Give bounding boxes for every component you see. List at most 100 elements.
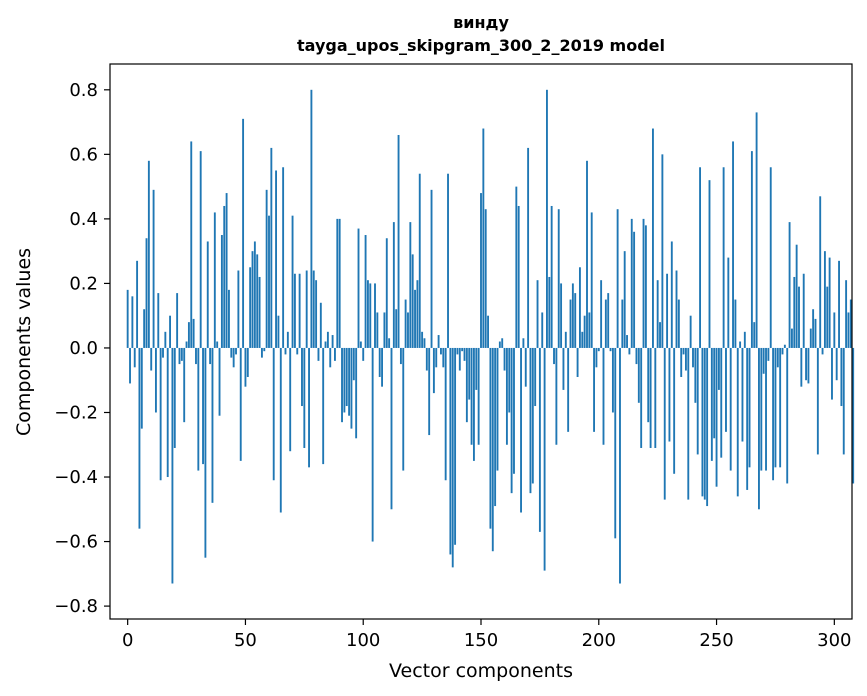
bar-5 [138,347,141,529]
bar-91 [341,347,343,423]
bar-78 [310,89,313,348]
bar-277 [779,347,782,468]
bar-50 [244,347,247,387]
bar-229 [666,273,669,348]
bar-53 [251,251,254,348]
bar-158 [498,341,501,348]
bar-176 [541,312,544,348]
bar-114 [395,309,398,348]
bar-252 [720,347,723,458]
bar-63 [275,170,277,348]
bar-131 [435,347,438,368]
bar-57 [260,347,263,358]
bar-56 [258,276,261,348]
bar-61 [270,147,273,348]
bar-152 [484,209,487,348]
bar-247 [708,180,711,348]
bar-164 [513,347,515,474]
bar-211 [623,251,626,348]
bar-138 [451,347,454,568]
bar-230 [668,347,671,442]
bar-85 [326,331,329,348]
bar-268 [758,347,760,510]
bar-83 [322,347,325,465]
bar-291 [812,309,815,348]
bar-94 [348,347,351,416]
y-tick-label: −0.2 [54,402,98,423]
bar-144 [465,347,468,423]
bar-296 [823,251,826,348]
bar-263 [746,347,749,490]
bar-297 [826,286,829,348]
bar-282 [790,328,793,348]
bar-191 [576,347,579,377]
bar-227 [661,154,664,348]
bar-174 [536,280,539,348]
x-tick-label: 100 [346,630,380,651]
bar-207 [614,347,617,539]
bar-145 [468,347,471,400]
bar-301 [835,347,838,381]
bar-304 [842,347,845,455]
bar-13 [157,293,160,348]
bar-142 [461,347,464,352]
bar-39 [218,347,221,416]
bar-25 [185,341,188,348]
bar-217 [637,347,640,403]
bar-20 [173,347,176,448]
bar-123 [416,280,419,348]
bar-84 [324,341,327,348]
bar-156 [494,347,497,507]
x-tick-label: 50 [234,630,257,651]
bar-113 [392,222,395,348]
x-tick-label: 150 [464,630,498,651]
bar-190 [574,293,577,348]
bar-257 [732,141,734,348]
bar-271 [765,347,767,471]
bar-30 [197,347,200,471]
bar-157 [496,347,499,471]
bar-200 [597,347,600,352]
bar-228 [663,347,666,500]
bar-222 [649,347,652,448]
bar-208 [616,209,619,348]
bar-260 [739,341,742,348]
bar-125 [421,331,424,348]
bar-155 [491,347,494,552]
bar-73 [298,273,301,348]
bar-89 [336,218,339,348]
bar-68 [286,331,289,348]
bar-109 [383,312,386,348]
bar-82 [319,302,322,348]
bar-77 [308,347,310,468]
bar-290 [809,328,812,348]
bar-81 [317,347,320,361]
bar-122 [414,289,416,348]
bar-4 [136,260,139,348]
bar-241 [694,347,697,403]
bar-160 [503,347,506,371]
bar-249 [713,347,716,439]
bar-10 [150,347,153,371]
bar-261 [741,347,744,442]
bar-101 [364,235,367,348]
bar-285 [798,286,800,348]
bar-45 [232,347,235,368]
bar-234 [677,299,680,348]
bar-148 [475,347,478,390]
bar-244 [701,347,704,497]
x-axis-ticks: 0 50 100 150 200 250 300 [122,619,852,651]
bar-168 [522,338,525,348]
bar-69 [289,347,292,452]
bar-210 [621,299,624,348]
bar-289 [807,347,810,384]
bar-203 [604,299,607,348]
bar-198 [593,347,595,432]
bar-293 [816,347,819,455]
bar-14 [159,347,162,481]
bar-256 [729,347,732,471]
bar-197 [590,212,593,348]
bar-151 [482,128,485,348]
bar-67 [284,347,287,355]
